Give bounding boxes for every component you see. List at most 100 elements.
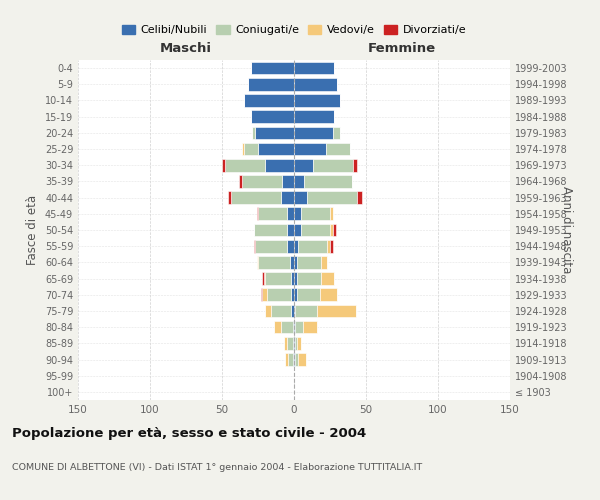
Bar [294,208,301,220]
Bar [244,94,294,107]
Y-axis label: Anni di nascita: Anni di nascita [560,186,573,274]
Y-axis label: Fasce di età: Fasce di età [26,195,39,265]
Bar [298,353,305,366]
Bar [327,240,330,252]
Bar [258,142,294,156]
Bar [254,240,255,252]
Bar [295,337,297,349]
Bar [294,224,301,236]
Bar [333,224,336,236]
Bar [322,272,334,285]
Bar [262,288,266,301]
Bar [294,159,313,172]
Bar [290,256,294,268]
Bar [307,192,358,204]
Bar [294,304,295,318]
Bar [294,272,297,285]
Bar [295,353,298,366]
Bar [264,272,265,285]
Bar [230,192,281,204]
Bar [353,159,358,172]
Bar [330,240,333,252]
Text: COMUNE DI ALBETTONE (VI) - Dati ISTAT 1° gennaio 2004 - Elaborazione TUTTITALIA.: COMUNE DI ALBETTONE (VI) - Dati ISTAT 1°… [12,462,422,471]
Bar [287,224,294,236]
Bar [266,288,291,301]
Bar [287,208,294,220]
Bar [239,175,242,188]
Bar [295,321,302,334]
Bar [257,256,258,268]
Bar [286,353,288,366]
Bar [271,304,291,318]
Bar [326,142,350,156]
Bar [302,321,317,334]
Bar [265,272,291,285]
Bar [291,272,294,285]
Bar [281,192,294,204]
Bar [294,175,304,188]
Bar [291,288,294,301]
Bar [225,159,265,172]
Bar [254,224,287,236]
Bar [255,240,287,252]
Bar [287,240,294,252]
Bar [244,142,258,156]
Bar [281,321,293,334]
Bar [294,62,334,74]
Bar [294,288,297,301]
Bar [261,288,262,301]
Bar [265,304,271,318]
Bar [294,94,340,107]
Bar [294,142,326,156]
Bar [255,126,294,139]
Bar [294,126,333,139]
Text: Femmine: Femmine [368,42,436,55]
Bar [291,304,294,318]
Bar [301,224,330,236]
Bar [294,337,295,349]
Bar [297,272,322,285]
Text: Maschi: Maschi [160,42,212,55]
Bar [262,272,264,285]
Bar [251,110,294,123]
Bar [248,78,294,90]
Bar [252,126,255,139]
Bar [313,159,353,172]
Bar [298,240,327,252]
Bar [320,288,337,301]
Bar [242,175,283,188]
Bar [293,337,294,349]
Bar [287,337,293,349]
Bar [284,337,287,349]
Bar [251,62,294,74]
Bar [330,208,333,220]
Bar [293,353,294,366]
Bar [304,175,352,188]
Bar [322,256,327,268]
Bar [317,304,356,318]
Bar [294,78,337,90]
Bar [301,208,330,220]
Bar [358,192,362,204]
Bar [288,353,293,366]
Bar [294,110,334,123]
Bar [228,192,230,204]
Bar [294,321,295,334]
Bar [283,175,294,188]
Bar [258,208,287,220]
Bar [330,224,333,236]
Bar [295,304,317,318]
Bar [297,288,320,301]
Bar [293,321,294,334]
Bar [297,337,301,349]
Bar [222,159,225,172]
Text: Popolazione per età, sesso e stato civile - 2004: Popolazione per età, sesso e stato civil… [12,428,366,440]
Bar [242,142,244,156]
Legend: Celibi/Nubili, Coniugati/e, Vedovi/e, Divorziati/e: Celibi/Nubili, Coniugati/e, Vedovi/e, Di… [118,20,470,40]
Bar [294,353,295,366]
Bar [294,240,298,252]
Bar [274,321,281,334]
Bar [294,256,297,268]
Bar [257,208,258,220]
Bar [258,256,290,268]
